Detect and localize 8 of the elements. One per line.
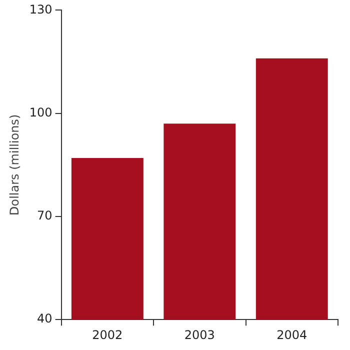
y-tick-label: 40 — [37, 312, 52, 326]
y-tick-label: 70 — [37, 208, 52, 223]
x-tick-label: 2002 — [92, 328, 123, 342]
y-tick-label: 130 — [29, 2, 52, 16]
x-tick-label: 2003 — [184, 328, 215, 342]
x-tick-label: 2004 — [276, 328, 308, 342]
y-axis-title: Dollars (millions) — [7, 114, 22, 216]
y-tick-label: 100 — [29, 105, 52, 120]
